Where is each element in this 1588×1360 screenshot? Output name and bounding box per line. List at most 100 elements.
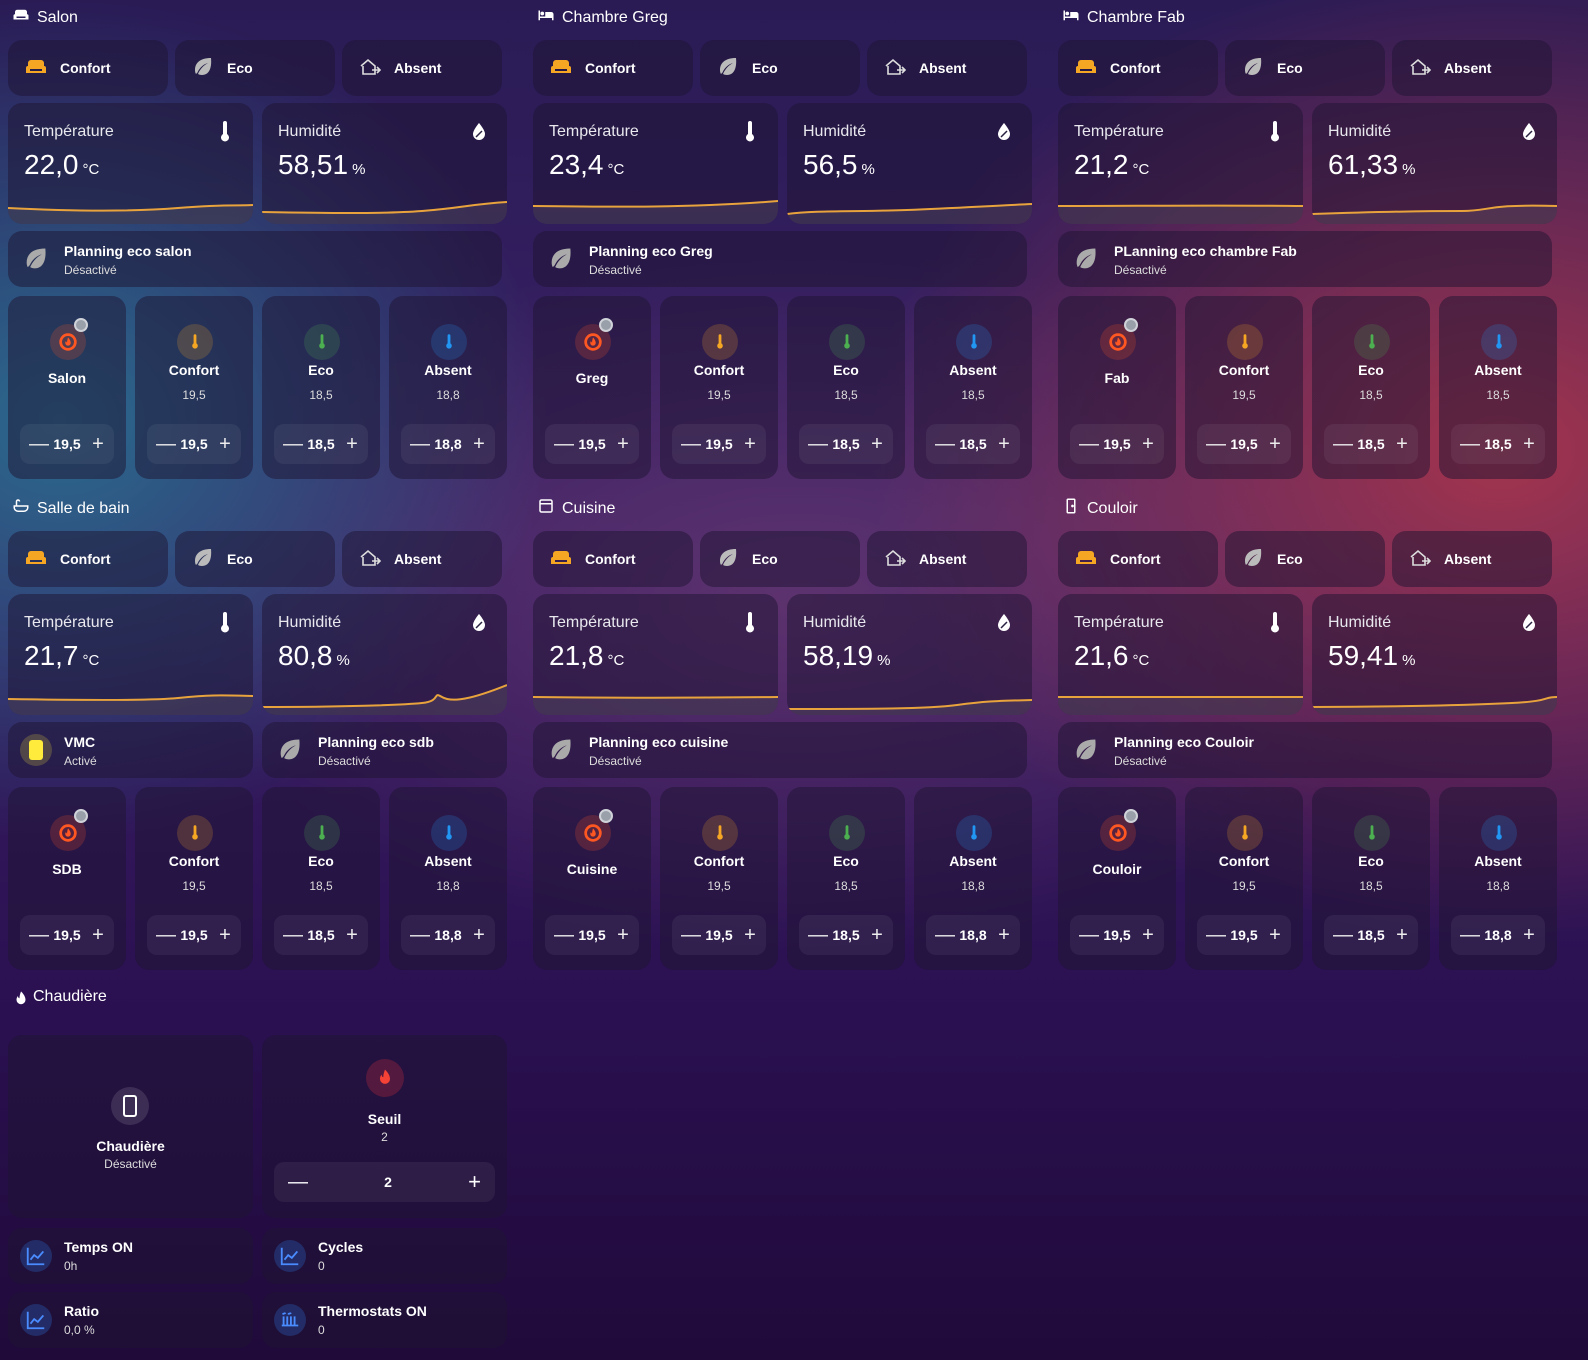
eco-button[interactable]: Eco: [175, 531, 335, 587]
plus-icon[interactable]: +: [1523, 432, 1535, 455]
plus-icon[interactable]: +: [998, 923, 1010, 946]
plus-icon[interactable]: +: [1269, 923, 1281, 946]
humidity-card[interactable]: Humidité 58,19%: [787, 594, 1032, 715]
minus-icon[interactable]: —: [29, 432, 49, 455]
confort-button[interactable]: Confort: [8, 40, 168, 96]
minus-icon[interactable]: —: [1206, 923, 1226, 946]
plus-icon[interactable]: +: [346, 432, 358, 455]
thermostat-card[interactable]: Eco 18,5 — 18,5 +: [787, 296, 905, 479]
humidity-card[interactable]: Humidité 59,41%: [1312, 594, 1557, 715]
minus-icon[interactable]: —: [283, 923, 303, 946]
thermostat-card[interactable]: Eco 18,5 — 18,5 +: [787, 787, 905, 970]
confort-button[interactable]: Confort: [1058, 531, 1218, 587]
absent-button[interactable]: Absent: [867, 531, 1027, 587]
plus-icon[interactable]: +: [871, 432, 883, 455]
thermostat-card[interactable]: Eco 18,5 — 18,5 +: [1312, 296, 1430, 479]
eco-button[interactable]: Eco: [1225, 531, 1385, 587]
minus-icon[interactable]: —: [156, 923, 176, 946]
minus-icon[interactable]: —: [283, 432, 303, 455]
thermostat-card[interactable]: Confort 19,5 — 19,5 +: [135, 787, 253, 970]
minus-icon[interactable]: —: [554, 923, 574, 946]
planning-toggle[interactable]: PLanning eco chambre Fab Désactivé: [1058, 231, 1552, 287]
thermostat-card[interactable]: Confort 19,5 — 19,5 +: [1185, 787, 1303, 970]
minus-icon[interactable]: —: [1460, 432, 1480, 455]
planning-toggle[interactable]: Planning eco cuisine Désactivé: [533, 722, 1027, 778]
minus-icon[interactable]: —: [156, 432, 176, 455]
plus-icon[interactable]: +: [744, 923, 756, 946]
plus-icon[interactable]: +: [92, 432, 104, 455]
thermostat-card[interactable]: Salon — 19,5 +: [8, 296, 126, 479]
plus-icon[interactable]: +: [468, 1169, 481, 1194]
plus-icon[interactable]: +: [617, 432, 629, 455]
thermostat-card[interactable]: Couloir — 19,5 +: [1058, 787, 1176, 970]
thermostats-on-card[interactable]: Thermostats ON 0: [262, 1292, 507, 1348]
confort-button[interactable]: Confort: [533, 40, 693, 96]
temperature-card[interactable]: Température 21,2 °C: [1058, 103, 1303, 224]
minus-icon[interactable]: —: [935, 432, 955, 455]
absent-button[interactable]: Absent: [342, 40, 502, 96]
thermostat-card[interactable]: Eco 18,5 — 18,5 +: [262, 787, 380, 970]
plus-icon[interactable]: +: [871, 923, 883, 946]
minus-icon[interactable]: —: [1333, 432, 1353, 455]
minus-icon[interactable]: —: [554, 432, 574, 455]
minus-icon[interactable]: —: [410, 432, 430, 455]
plus-icon[interactable]: +: [473, 923, 485, 946]
absent-button[interactable]: Absent: [867, 40, 1027, 96]
cycles-card[interactable]: Cycles 0: [262, 1228, 507, 1284]
minus-icon[interactable]: —: [935, 923, 955, 946]
confort-button[interactable]: Confort: [8, 531, 168, 587]
thermostat-card[interactable]: Confort 19,5 — 19,5 +: [135, 296, 253, 479]
minus-icon[interactable]: —: [681, 923, 701, 946]
humidity-card[interactable]: Humidité 58,51%: [262, 103, 507, 224]
eco-button[interactable]: Eco: [700, 531, 860, 587]
temperature-card[interactable]: Température 21,6 °C: [1058, 594, 1303, 715]
minus-icon[interactable]: —: [808, 432, 828, 455]
minus-icon[interactable]: —: [681, 432, 701, 455]
thermostat-card[interactable]: Greg — 19,5 +: [533, 296, 651, 479]
thermostat-card[interactable]: SDB — 19,5 +: [8, 787, 126, 970]
minus-icon[interactable]: —: [1079, 923, 1099, 946]
plus-icon[interactable]: +: [1396, 923, 1408, 946]
plus-icon[interactable]: +: [744, 432, 756, 455]
thermostat-card[interactable]: Absent 18,8 — 18,8 +: [1439, 787, 1557, 970]
thermostat-card[interactable]: Eco 18,5 — 18,5 +: [262, 296, 380, 479]
planning-toggle[interactable]: Planning eco Greg Désactivé: [533, 231, 1027, 287]
plus-icon[interactable]: +: [219, 432, 231, 455]
temperature-card[interactable]: Température 23,4 °C: [533, 103, 778, 224]
plus-icon[interactable]: +: [1142, 432, 1154, 455]
thermostat-card[interactable]: Cuisine — 19,5 +: [533, 787, 651, 970]
minus-icon[interactable]: —: [808, 923, 828, 946]
planning-toggle[interactable]: Planning eco salon Désactivé: [8, 231, 502, 287]
temperature-card[interactable]: Température 21,8 °C: [533, 594, 778, 715]
temperature-card[interactable]: Température 21,7 °C: [8, 594, 253, 715]
thermostat-card[interactable]: Eco 18,5 — 18,5 +: [1312, 787, 1430, 970]
minus-icon[interactable]: —: [1079, 432, 1099, 455]
seuil-card[interactable]: Seuil 2 — 2 +: [262, 1035, 507, 1218]
humidity-card[interactable]: Humidité 56,5%: [787, 103, 1032, 224]
minus-icon[interactable]: —: [288, 1170, 308, 1193]
minus-icon[interactable]: —: [410, 923, 430, 946]
confort-button[interactable]: Confort: [1058, 40, 1218, 96]
ratio-card[interactable]: Ratio 0,0 %: [8, 1292, 253, 1348]
minus-icon[interactable]: —: [1460, 923, 1480, 946]
eco-button[interactable]: Eco: [1225, 40, 1385, 96]
plus-icon[interactable]: +: [346, 923, 358, 946]
thermostat-card[interactable]: Fab — 19,5 +: [1058, 296, 1176, 479]
temperature-card[interactable]: Température 22,0 °C: [8, 103, 253, 224]
plus-icon[interactable]: +: [92, 923, 104, 946]
thermostat-card[interactable]: Absent 18,8 — 18,8 +: [389, 787, 507, 970]
plus-icon[interactable]: +: [998, 432, 1010, 455]
vmc-toggle[interactable]: VMC Activé: [8, 722, 253, 778]
temps-on-card[interactable]: Temps ON 0h: [8, 1228, 253, 1284]
thermostat-card[interactable]: Absent 18,5 — 18,5 +: [914, 296, 1032, 479]
thermostat-card[interactable]: Confort 19,5 — 19,5 +: [660, 296, 778, 479]
confort-button[interactable]: Confort: [533, 531, 693, 587]
planning-toggle[interactable]: Planning eco Couloir Désactivé: [1058, 722, 1552, 778]
eco-button[interactable]: Eco: [700, 40, 860, 96]
humidity-card[interactable]: Humidité 61,33%: [1312, 103, 1557, 224]
plus-icon[interactable]: +: [219, 923, 231, 946]
absent-button[interactable]: Absent: [1392, 40, 1552, 96]
plus-icon[interactable]: +: [1523, 923, 1535, 946]
plus-icon[interactable]: +: [1269, 432, 1281, 455]
thermostat-card[interactable]: Confort 19,5 — 19,5 +: [1185, 296, 1303, 479]
